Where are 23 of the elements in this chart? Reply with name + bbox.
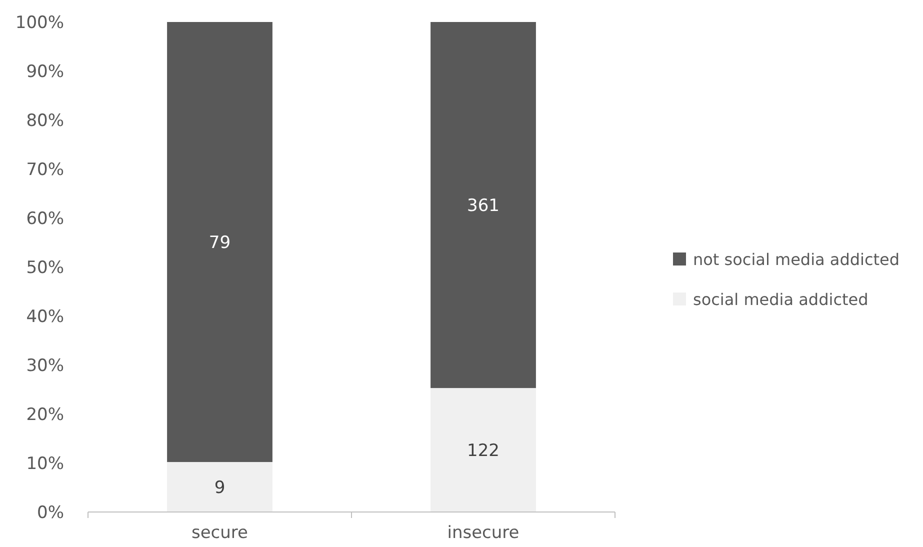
y-tick-label: 70% [26, 160, 64, 180]
legend-label: social media addicted [693, 290, 868, 310]
y-tick-label: 0% [37, 502, 64, 523]
y-tick-label: 90% [26, 62, 64, 82]
y-tick-label: 20% [26, 404, 64, 425]
bar [430, 22, 536, 388]
bar [167, 22, 272, 462]
y-tick-label: 50% [26, 258, 64, 278]
annotation: 79 [208, 232, 231, 253]
annotation: 122 [467, 440, 500, 461]
annotation: 361 [467, 196, 500, 216]
x-tick-label: secure [191, 523, 248, 543]
annotation: 9 [214, 478, 226, 498]
y-tick-label: 30% [26, 356, 64, 376]
legend-label: not social media addicted [693, 250, 900, 270]
y-tick-label: 40% [26, 306, 64, 327]
y-tick-label: 80% [26, 110, 64, 131]
y-tick-label: 60% [26, 208, 64, 229]
x-tick-label: insecure [447, 523, 520, 543]
bar [430, 388, 536, 512]
bar [167, 462, 272, 512]
y-tick-label: 100% [15, 12, 64, 33]
y-tick-label: 10% [26, 454, 64, 474]
